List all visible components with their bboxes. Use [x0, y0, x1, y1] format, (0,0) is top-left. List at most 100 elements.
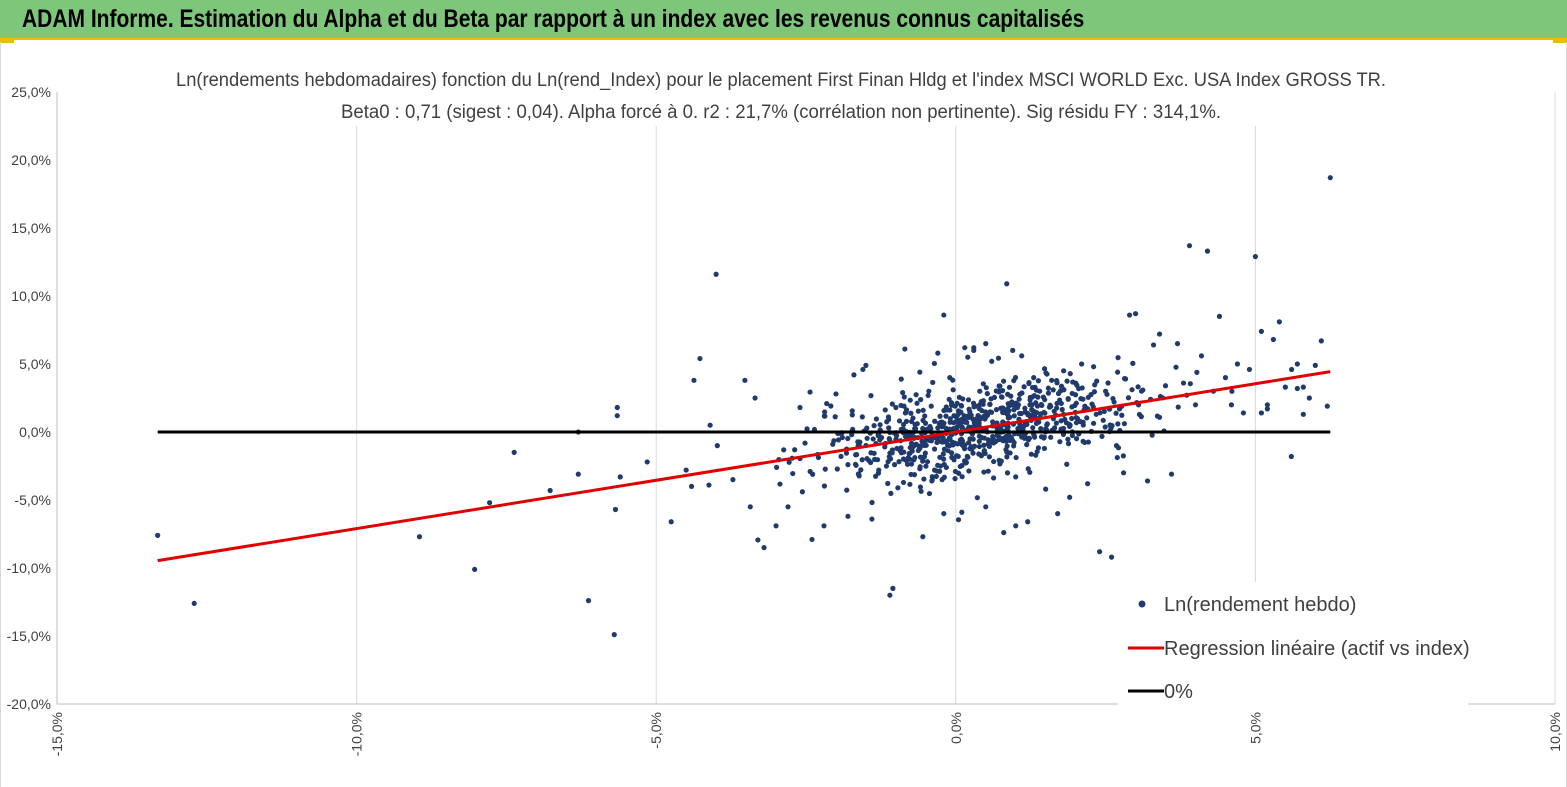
scatter-point: [885, 414, 892, 420]
corner-mark-right: [1553, 40, 1567, 43]
x-tick-label: 10,0%: [1547, 712, 1563, 752]
scatter-point: [1115, 421, 1121, 427]
scatter-point: [971, 347, 977, 353]
scatter-point: [914, 421, 920, 427]
scatter-point: [953, 414, 960, 420]
scatter-point: [1089, 401, 1095, 407]
scatter-point: [1103, 388, 1109, 394]
scatter-point: [964, 419, 970, 426]
scatter-point: [1085, 394, 1091, 400]
scatter-point: [1055, 510, 1061, 517]
scatter-point: [1035, 378, 1041, 384]
scatter-point: [911, 457, 917, 463]
scatter-point: [872, 456, 878, 462]
scatter-point: [893, 433, 900, 439]
scatter-point: [918, 488, 924, 494]
scatter-point: [1054, 378, 1060, 384]
scatter-point: [976, 420, 982, 426]
scatter-point: [1025, 466, 1031, 472]
scatter-point: [948, 450, 955, 456]
scatter-point: [949, 454, 955, 460]
scatter-point: [1080, 422, 1086, 428]
scatter-point: [191, 600, 197, 606]
scatter-point: [1135, 384, 1141, 390]
scatter-point: [1110, 396, 1116, 402]
y-tick-label: 15,0%: [11, 220, 51, 236]
scatter-point: [1029, 384, 1036, 391]
scatter-point: [1113, 410, 1119, 416]
scatter-point: [883, 463, 890, 469]
scatter-point: [1122, 376, 1129, 382]
scatter-point: [773, 523, 779, 529]
scatter-point: [953, 453, 960, 459]
scatter-point: [929, 478, 935, 484]
scatter-point: [889, 447, 895, 453]
scatter-point: [1034, 410, 1040, 416]
scatter-point: [1049, 377, 1055, 383]
scatter-point: [845, 462, 851, 468]
scatter-point: [1067, 494, 1073, 500]
scatter-point: [903, 457, 909, 464]
scatter-point: [858, 467, 864, 473]
scatter-point: [896, 459, 902, 465]
scatter-point: [1114, 369, 1121, 375]
scatter-point: [1216, 313, 1223, 319]
scatter-point: [971, 404, 977, 410]
scatter-point: [1043, 486, 1049, 492]
scatter-point: [1065, 396, 1071, 402]
scatter-point: [885, 459, 891, 465]
scatter-point: [1054, 405, 1060, 411]
scatter-point: [1058, 426, 1064, 432]
scatter-point: [1258, 328, 1264, 334]
scatter-point: [828, 403, 834, 409]
scatter-point: [1019, 353, 1025, 359]
scatter-point: [781, 447, 787, 453]
scatter-point: [974, 415, 980, 421]
scatter-point: [1018, 410, 1024, 417]
scatter-point: [970, 436, 976, 442]
scatter-point: [1001, 530, 1007, 536]
scatter-point: [833, 391, 839, 397]
scatter-point: [1144, 478, 1151, 484]
scatter-point: [1228, 402, 1235, 408]
scatter-point: [898, 376, 904, 382]
scatter-point: [575, 471, 581, 477]
scatter-point: [917, 369, 923, 375]
scatter-point: [987, 409, 993, 415]
scatter-point: [1031, 375, 1037, 381]
scatter-point: [1156, 414, 1163, 420]
scatter-point: [1073, 436, 1080, 442]
legend-marker-points: [1138, 600, 1146, 608]
scatter-point: [614, 413, 620, 419]
scatter-point: [871, 450, 877, 456]
scatter-point: [1073, 380, 1079, 386]
scatter-point: [1024, 442, 1030, 448]
scatter-point: [688, 483, 695, 489]
scatter-point: [1105, 380, 1111, 386]
scatter-point: [1069, 390, 1075, 397]
scatter-point: [946, 396, 952, 402]
scatter-point: [907, 397, 913, 403]
scatter-point: [968, 412, 974, 418]
scatter-point: [919, 438, 925, 444]
scatter-point: [920, 407, 926, 413]
scatter-point: [993, 407, 1000, 413]
scatter-point: [961, 443, 967, 450]
x-tick-label: 5,0%: [1247, 712, 1263, 744]
scatter-point: [956, 394, 962, 400]
scatter-point: [984, 391, 990, 397]
scatter-point: [747, 504, 753, 510]
scatter-point: [1044, 371, 1050, 377]
scatter-point: [845, 435, 851, 442]
scatter-point: [976, 443, 982, 450]
scatter-point: [868, 393, 874, 399]
scatter-point: [980, 401, 986, 407]
scatter-point: [1045, 390, 1052, 396]
scatter-point: [792, 447, 798, 453]
report-title: ADAM Informe. Estimation du Alpha et du …: [22, 5, 1085, 33]
scatter-point: [959, 474, 965, 480]
scatter-point: [982, 450, 988, 457]
scatter-point: [917, 484, 924, 490]
scatter-point: [617, 474, 623, 480]
scatter-point: [937, 413, 943, 419]
